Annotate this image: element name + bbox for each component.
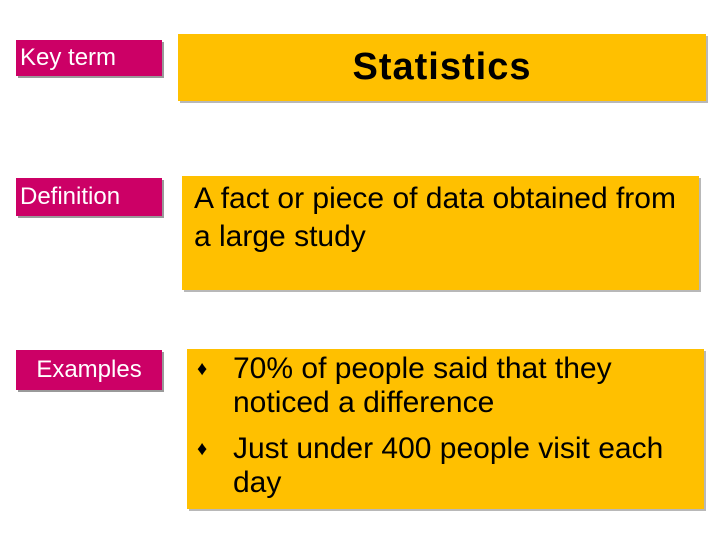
term-text: Statistics [353,46,532,89]
example-text: Just under 400 people visit each day [233,432,696,500]
example-item: ♦ 70% of people said that they noticed a… [195,352,696,420]
definition-label-text: Definition [20,185,120,209]
key-term-label-text: Key term [20,46,116,70]
definition-label: Definition [16,178,162,216]
example-text: 70% of people said that they noticed a d… [233,352,696,420]
examples-label-text: Examples [36,358,141,382]
definition-box: A fact or piece of data obtained from a … [182,176,699,290]
definition-text: A fact or piece of data obtained from a … [194,182,676,253]
term-box: Statistics [178,34,706,101]
key-term-label: Key term [16,40,162,76]
diamond-bullet-icon: ♦ [195,352,233,386]
examples-box: ♦ 70% of people said that they noticed a… [187,349,704,509]
examples-label: Examples [16,350,162,390]
diamond-bullet-icon: ♦ [195,432,233,466]
example-item: ♦ Just under 400 people visit each day [195,432,696,500]
